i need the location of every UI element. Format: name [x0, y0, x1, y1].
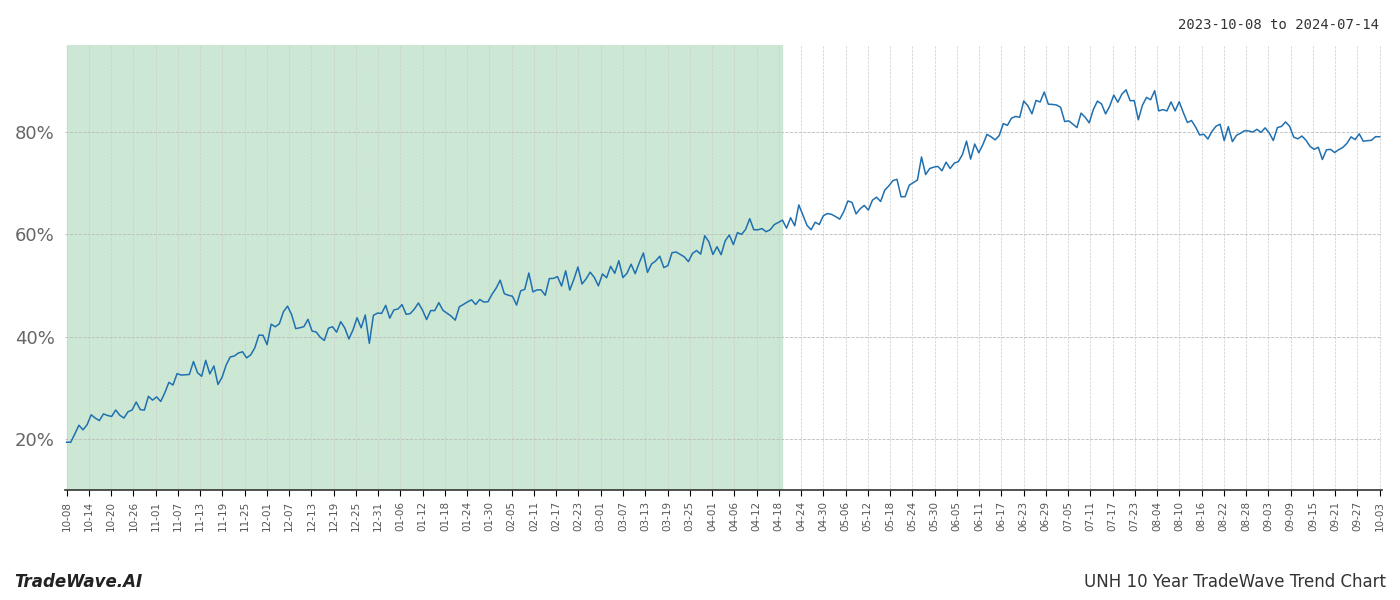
Text: 2023-10-08 to 2024-07-14: 2023-10-08 to 2024-07-14 — [1177, 18, 1379, 32]
Bar — [67, 45, 783, 490]
Text: TradeWave.AI: TradeWave.AI — [14, 573, 143, 591]
Text: UNH 10 Year TradeWave Trend Chart: UNH 10 Year TradeWave Trend Chart — [1084, 573, 1386, 591]
